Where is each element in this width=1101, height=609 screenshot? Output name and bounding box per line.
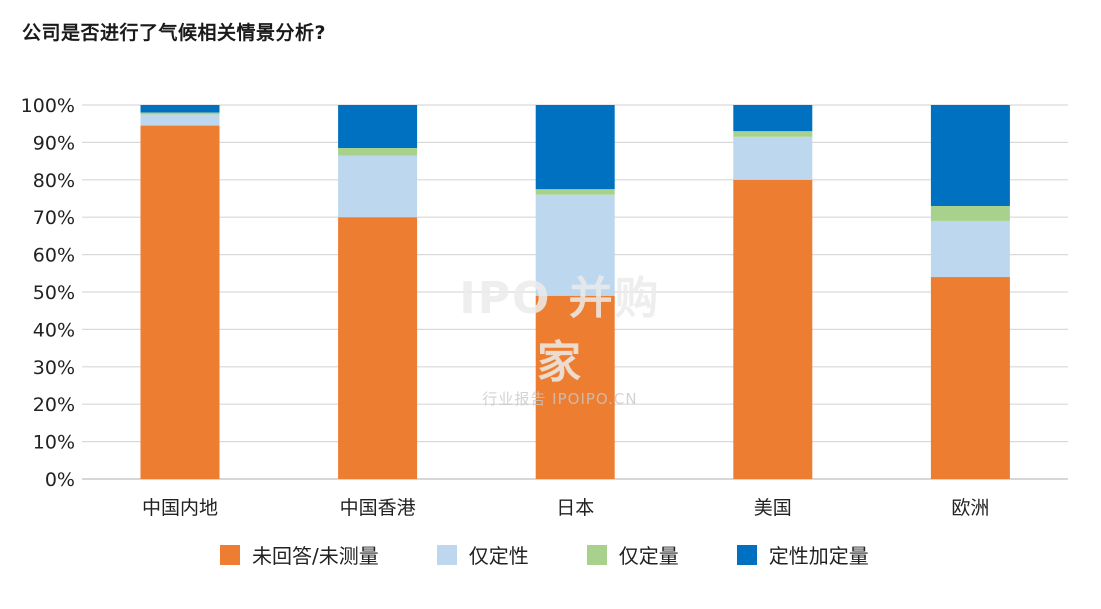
bar-segment — [338, 155, 418, 218]
chart-title: 公司是否进行了气候相关情景分析? — [22, 22, 327, 44]
legend-swatch — [736, 544, 757, 565]
y-tick-label: 50% — [33, 282, 75, 304]
x-category-label: 美国 — [754, 497, 792, 519]
legend-swatch — [436, 544, 457, 565]
bar-segment — [140, 114, 220, 126]
x-category-label: 中国内地 — [142, 497, 218, 519]
bar-segment — [338, 217, 418, 479]
legend-label: 定性加定量 — [768, 544, 869, 568]
y-tick-label: 20% — [33, 394, 75, 416]
legend-item: 定性加定量 — [736, 540, 869, 569]
legend-item: 仅定性 — [436, 540, 529, 569]
bar-segment — [535, 194, 615, 296]
x-category-label: 欧洲 — [951, 497, 989, 519]
legend-label: 未回答/未测量 — [252, 544, 379, 568]
bar-segment — [535, 189, 615, 195]
bar-segment — [733, 136, 813, 180]
x-category-label: 中国香港 — [340, 497, 416, 519]
legend-swatch — [220, 544, 240, 565]
legend-swatch — [586, 544, 607, 565]
x-category-label: 日本 — [556, 497, 594, 519]
y-tick-label: 100% — [21, 95, 75, 117]
bar-segment — [733, 179, 813, 480]
y-tick-label: 40% — [33, 319, 75, 341]
x-axis-categories: 中国内地 中国香港 日本 美国 欧洲 — [142, 497, 989, 519]
bars — [140, 105, 1010, 480]
bar-segment — [535, 295, 615, 479]
y-tick-label: 70% — [33, 207, 75, 229]
y-tick-label: 0% — [45, 469, 75, 491]
legend-label: 仅定性 — [468, 544, 529, 568]
y-tick-label: 80% — [33, 170, 75, 192]
bar-segment — [930, 220, 1010, 278]
bar-segment — [930, 277, 1010, 479]
bar-segment — [338, 105, 418, 149]
y-axis-ticks: 0% 10% 20% 30% 40% 50% 60% 70% 80% 90% 100% — [21, 95, 75, 491]
legend-label: 仅定量 — [618, 544, 679, 568]
bar-segment — [338, 148, 418, 156]
legend-item: 仅定量 — [586, 540, 679, 569]
legend: 未回答/未测量 仅定性 仅定量 定性加定量 — [220, 540, 927, 569]
legend-item: 未回答/未测量 — [220, 540, 379, 569]
bar-segment — [930, 105, 1010, 206]
y-tick-label: 10% — [33, 432, 75, 454]
bar-segment — [140, 112, 220, 115]
bar-segment — [930, 205, 1010, 221]
bar-segment — [733, 105, 813, 132]
bar-segment — [733, 131, 813, 137]
bar-segment — [535, 105, 615, 190]
bar-segment — [140, 125, 220, 479]
bar-segment — [140, 105, 220, 113]
y-tick-label: 30% — [33, 357, 75, 379]
y-tick-label: 90% — [33, 132, 75, 154]
y-tick-label: 60% — [33, 245, 75, 267]
